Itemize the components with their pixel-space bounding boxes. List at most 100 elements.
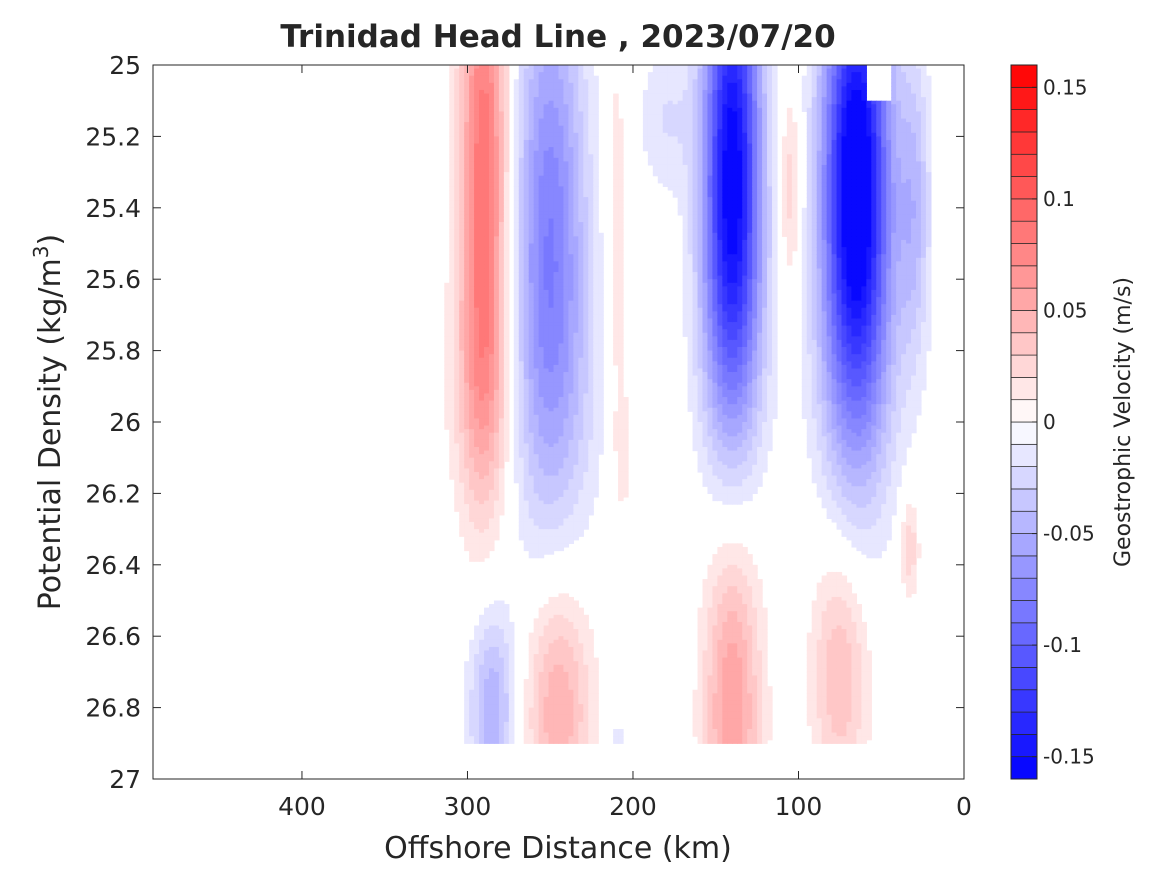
heatmap-cell <box>518 500 525 505</box>
heatmap-cell <box>484 89 490 95</box>
heatmap-cell <box>469 254 475 259</box>
heatmap-cell <box>474 657 480 662</box>
heatmap-cell <box>593 247 599 252</box>
heatmap-cell <box>498 436 505 441</box>
heatmap-cell <box>449 457 455 462</box>
heatmap-cell <box>563 529 570 534</box>
heatmap-cell <box>528 639 535 644</box>
heatmap-cell <box>528 318 535 323</box>
heatmap-cell <box>553 457 560 462</box>
heatmap-cell <box>503 329 510 334</box>
heatmap-cell <box>513 97 520 102</box>
heatmap-cell <box>563 264 570 270</box>
heatmap-cell <box>598 254 604 259</box>
heatmap-cell <box>548 500 555 505</box>
heatmap-cell <box>578 454 584 459</box>
heatmap-cell <box>503 357 510 362</box>
heatmap-cell <box>459 172 465 177</box>
heatmap-cell <box>498 325 505 330</box>
heatmap-cell <box>488 443 495 448</box>
heatmap-cell <box>548 471 555 477</box>
heatmap-cell <box>523 422 530 427</box>
heatmap-cell <box>488 468 495 473</box>
heatmap-cell <box>474 554 480 559</box>
heatmap-cell <box>454 300 460 305</box>
heatmap-cell <box>548 461 555 466</box>
heatmap-cell <box>479 364 485 370</box>
heatmap-cell <box>583 136 589 141</box>
heatmap-cell <box>598 347 604 352</box>
heatmap-cell <box>613 300 619 305</box>
heatmap-cell <box>459 389 465 395</box>
heatmap-cell <box>498 125 505 130</box>
heatmap-cell <box>578 261 584 266</box>
heatmap-cell <box>578 529 584 534</box>
heatmap-cell <box>573 525 579 530</box>
heatmap-cell <box>503 68 510 73</box>
heatmap-cell <box>528 507 535 512</box>
heatmap-cell <box>469 147 475 152</box>
heatmap-cell <box>479 257 485 262</box>
heatmap-cell <box>543 625 550 630</box>
heatmap-cell <box>449 471 455 477</box>
heatmap-cell <box>469 225 475 230</box>
heatmap-cell <box>538 454 545 459</box>
heatmap-cell <box>583 643 589 648</box>
heatmap-cell <box>484 389 490 395</box>
heatmap-cell <box>548 422 555 427</box>
heatmap-cell <box>593 100 599 105</box>
heatmap-cell <box>593 104 599 109</box>
heatmap-cell <box>563 471 570 477</box>
heatmap-cell <box>493 443 500 448</box>
heatmap-cell <box>543 147 550 152</box>
heatmap-cell <box>543 614 550 619</box>
heatmap-cell <box>523 136 530 141</box>
heatmap-cell <box>523 147 530 152</box>
heatmap-cell <box>578 236 584 241</box>
heatmap-cell <box>464 247 470 252</box>
heatmap-cell <box>464 186 470 191</box>
heatmap-cell <box>479 339 485 345</box>
heatmap-cell <box>578 114 584 120</box>
heatmap-cell <box>488 311 495 316</box>
heatmap-cell <box>449 446 455 452</box>
heatmap-cell <box>488 379 495 384</box>
heatmap-cell <box>543 700 550 705</box>
heatmap-cell <box>513 100 520 105</box>
heatmap-cell <box>469 82 475 88</box>
heatmap-cell <box>538 704 545 709</box>
heatmap-cell <box>588 429 594 434</box>
heatmap-cell <box>538 675 545 680</box>
heatmap-cell <box>464 293 470 298</box>
heatmap-cell <box>548 479 555 484</box>
heatmap-cell <box>518 361 525 366</box>
heatmap-cell <box>464 693 470 698</box>
heatmap-cell <box>618 204 624 209</box>
heatmap-cell <box>498 418 505 423</box>
heatmap-cell <box>498 111 505 116</box>
heatmap-cell <box>498 75 505 80</box>
heatmap-cell <box>563 197 570 202</box>
heatmap-cell <box>523 732 530 737</box>
heatmap-cell <box>488 646 495 652</box>
heatmap-cell <box>613 239 619 245</box>
heatmap-cell <box>533 89 540 95</box>
heatmap-cell <box>464 104 470 109</box>
heatmap-cell <box>533 397 540 402</box>
heatmap-cell <box>533 729 540 734</box>
heatmap-cell <box>503 229 510 234</box>
heatmap-cell <box>474 75 480 80</box>
heatmap-cell <box>484 514 490 519</box>
heatmap-cell <box>568 604 574 609</box>
heatmap-cell <box>484 132 490 137</box>
heatmap-cell <box>523 332 530 337</box>
heatmap-cell <box>513 289 520 295</box>
heatmap-cell <box>533 247 540 252</box>
heatmap-cell <box>454 293 460 298</box>
heatmap-cell <box>583 425 589 430</box>
heatmap-cell <box>528 132 535 137</box>
heatmap-cell <box>528 389 535 395</box>
heatmap-cell <box>479 646 485 652</box>
heatmap-cell <box>493 279 500 284</box>
heatmap-cell <box>459 207 465 212</box>
